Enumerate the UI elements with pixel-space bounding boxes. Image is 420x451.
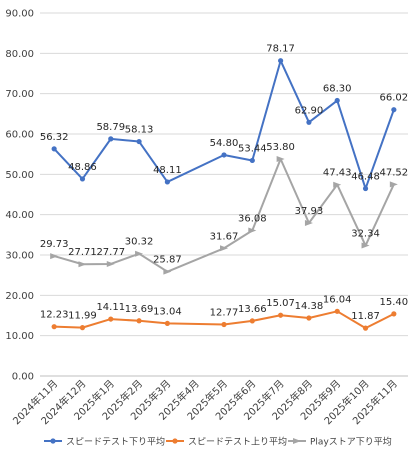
data-point — [276, 156, 285, 163]
legend: スピードテスト下り平均 スピードテスト上り平均 Playストア下り平均 — [44, 436, 392, 448]
data-label: 30.32 — [125, 237, 154, 248]
data-point — [304, 220, 313, 227]
data-label: 27.71 — [68, 247, 97, 258]
data-point — [389, 181, 398, 188]
data-label: 15.07 — [266, 298, 295, 309]
data-label: 48.11 — [153, 165, 182, 176]
data-label: 47.52 — [380, 167, 409, 178]
data-point — [164, 320, 170, 327]
y-tick-label: 20.00 — [5, 291, 34, 302]
data-point — [136, 138, 142, 145]
data-point — [108, 136, 114, 142]
data-label: 56.32 — [40, 132, 69, 143]
series-line — [53, 59, 395, 190]
y-tick-label: 60.00 — [5, 130, 34, 141]
legend-marker — [293, 438, 301, 444]
data-label: 62.90 — [295, 105, 324, 116]
data-label: 58.13 — [125, 125, 154, 136]
series-group — [50, 58, 398, 331]
data-label: 53.44 — [238, 143, 267, 154]
data-label: 32.34 — [351, 229, 380, 240]
data-point — [334, 97, 340, 104]
data-label: 58.79 — [96, 122, 125, 133]
y-tick-label: 10.00 — [5, 331, 34, 342]
data-label: 14.11 — [96, 302, 125, 313]
gridlines — [40, 12, 408, 377]
y-tick-label: 80.00 — [5, 49, 34, 60]
legend-label: スピードテスト上り平均 — [188, 436, 287, 448]
data-label: 16.04 — [323, 294, 352, 305]
data-label: 53.80 — [266, 142, 295, 153]
data-point — [333, 181, 342, 188]
y-tick-label: 90.00 — [5, 9, 34, 20]
data-point — [221, 321, 227, 328]
data-label: 78.17 — [266, 44, 295, 55]
data-point — [51, 146, 57, 152]
data-point — [278, 58, 284, 64]
data-label: 37.93 — [295, 206, 324, 217]
data-point — [362, 185, 369, 192]
data-point — [249, 157, 255, 164]
data-label: 11.99 — [68, 311, 97, 322]
data-label: 47.43 — [323, 168, 352, 179]
data-point — [108, 316, 114, 322]
data-label: 29.73 — [40, 239, 69, 250]
series-line — [54, 310, 395, 330]
y-tick-label: 0.00 — [12, 372, 34, 383]
data-label: 54.80 — [210, 138, 239, 149]
y-tick-label: 40.00 — [5, 210, 34, 221]
data-point — [278, 312, 284, 318]
data-point — [163, 268, 172, 275]
series-line — [53, 158, 395, 273]
y-tick-label: 30.00 — [5, 251, 34, 262]
data-label: 13.66 — [238, 304, 267, 315]
data-label: 14.38 — [295, 301, 324, 312]
data-point — [248, 227, 257, 234]
data-label: 66.02 — [380, 93, 409, 104]
data-label: 15.40 — [380, 297, 409, 308]
data-point — [220, 245, 228, 252]
data-point — [306, 119, 312, 125]
data-point — [306, 315, 312, 321]
data-point — [362, 325, 369, 331]
data-label: 13.69 — [125, 304, 154, 315]
data-point — [51, 324, 57, 330]
data-point — [106, 260, 115, 267]
y-axis-ticks: 0.00 10.00 20.00 30.00 40.00 50.00 60.00 70.00 8… — [5, 9, 34, 383]
data-label: 46.48 — [351, 172, 380, 183]
data-point — [391, 311, 397, 317]
data-label: 68.30 — [323, 84, 352, 95]
data-label: 36.08 — [238, 213, 267, 224]
data-point — [79, 176, 86, 182]
legend-label: Playストア下り平均 — [310, 436, 392, 448]
data-label: 12.77 — [210, 307, 239, 318]
data-point — [136, 318, 142, 324]
legend-marker — [172, 438, 178, 444]
data-label: 25.87 — [153, 255, 182, 266]
x-axis-ticks: 2024年11月2024年12月2025年1月2025年2月2025年3月202… — [10, 377, 400, 427]
data-label: 27.77 — [96, 247, 125, 258]
data-label: 13.04 — [153, 306, 182, 317]
data-point — [361, 242, 370, 249]
data-point — [334, 308, 340, 314]
data-point — [391, 107, 397, 113]
data-point — [79, 325, 86, 331]
data-label: 31.67 — [210, 231, 239, 242]
data-point — [78, 261, 87, 268]
data-point — [249, 318, 255, 324]
y-tick-label: 50.00 — [5, 170, 34, 181]
data-point — [164, 179, 170, 185]
data-point — [135, 250, 144, 257]
y-tick-label: 70.00 — [5, 89, 34, 100]
data-label: 12.23 — [40, 310, 69, 321]
data-point — [50, 253, 59, 260]
legend-marker — [50, 438, 56, 444]
data-label: 48.86 — [68, 162, 97, 173]
legend-label: スピードテスト下り平均 — [66, 436, 165, 448]
data-labels: 56.32 48.86 58.79 58.13 48.11 54.80 53.44 78.17… — [40, 44, 408, 322]
data-point — [221, 152, 227, 158]
data-label: 11.87 — [351, 311, 380, 322]
